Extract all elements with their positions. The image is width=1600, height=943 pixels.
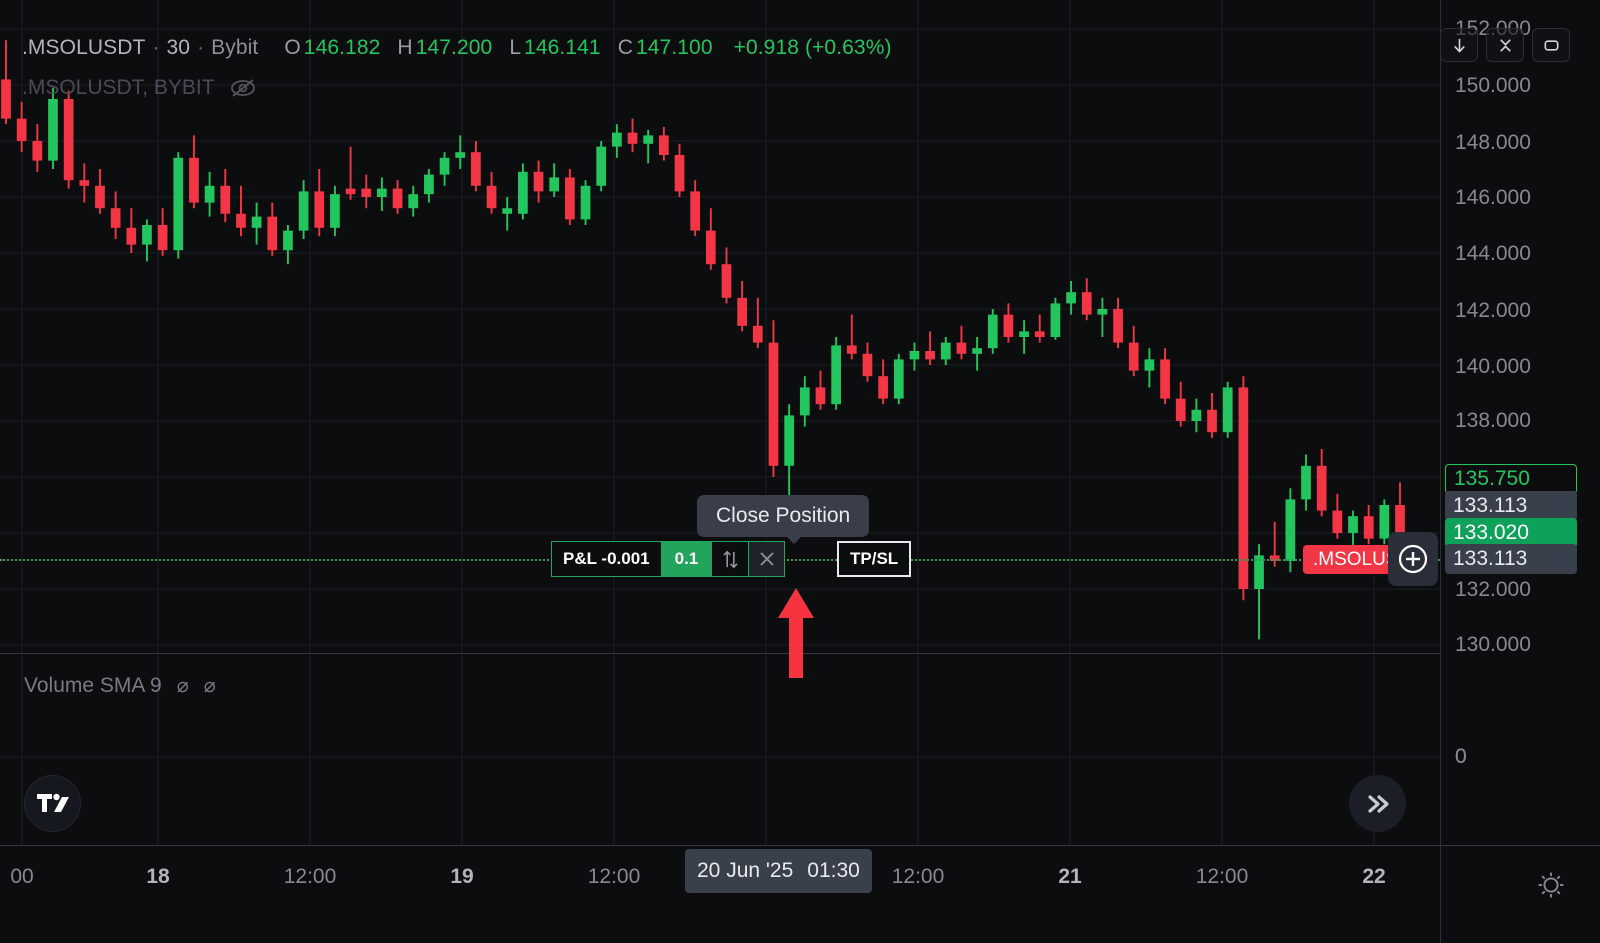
chart-pane[interactable] <box>0 0 1440 845</box>
position-pl-label[interactable]: P&L -0.001 <box>551 541 661 577</box>
download-arrow-icon[interactable] <box>1440 28 1478 62</box>
volume-study-title[interactable]: Volume SMA 9 <box>24 673 162 697</box>
candlestick-series <box>1 40 1405 640</box>
time-axis-tick: 12:00 <box>283 865 337 888</box>
tradingview-logo[interactable] <box>24 775 81 832</box>
crosshair-date: 20 Jun '25 <box>697 859 794 882</box>
volume-value-2: ⌀ <box>203 675 216 697</box>
price-axis-tick: 132.000 <box>1455 578 1531 601</box>
collapse-icon[interactable] <box>1486 28 1524 62</box>
price-axis-tick: 146.000 <box>1455 186 1531 209</box>
time-axis-tick: 12:00 <box>891 865 945 888</box>
volume-value-1: ⌀ <box>176 675 189 697</box>
time-axis-crosshair-label: 20 Jun '25 01:30 <box>685 849 872 893</box>
price-axis-tick: 140.000 <box>1455 355 1531 378</box>
add-order-plus-button[interactable] <box>1388 532 1438 586</box>
position-quantity[interactable]: 0.1 <box>660 541 712 577</box>
time-axis[interactable]: 20 Jun '25 01:30 00 18 12:00 19 12:00 12:00 21… <box>0 845 1600 943</box>
price-badge-position[interactable]: 133.113 <box>1445 544 1577 574</box>
price-axis-tick: 138.000 <box>1455 409 1531 432</box>
gear-icon[interactable] <box>1536 870 1566 905</box>
time-axis-tick: 12:00 <box>1195 865 1249 888</box>
chart-top-toolbar <box>1440 28 1570 62</box>
price-axis[interactable]: 152.000150.000148.000146.000144.000142.0… <box>1440 0 1600 845</box>
tpsl-button[interactable]: TP/SL <box>837 541 912 577</box>
price-axis-tick: 144.000 <box>1455 242 1531 265</box>
price-axis-tick: 130.000 <box>1455 633 1531 656</box>
crosshair-time: 01:30 <box>807 859 860 882</box>
price-axis-tick: 142.000 <box>1455 299 1531 322</box>
volume-axis-zero: 0 <box>1455 745 1467 768</box>
price-axis-tick: 0 <box>1455 745 1467 768</box>
close-position-button[interactable] <box>748 541 786 577</box>
axis-corner <box>1440 845 1600 943</box>
time-axis-tick: 12:00 <box>587 865 641 888</box>
time-axis-tick: 19 <box>450 865 474 888</box>
price-axis-tick: 150.000 <box>1455 74 1531 97</box>
time-axis-tick: 18 <box>146 865 170 888</box>
price-badge-last[interactable]: 133.020 <box>1445 518 1577 548</box>
time-axis-tick: 22 <box>1362 865 1386 888</box>
double-chevron-right-icon[interactable] <box>1349 775 1406 832</box>
volume-study-legend: Volume SMA 9 ⌀ ⌀ <box>24 673 216 698</box>
pane-separator[interactable] <box>0 653 1440 654</box>
fullscreen-icon[interactable] <box>1532 28 1570 62</box>
price-badge-bid[interactable]: 133.113 <box>1445 491 1577 521</box>
time-axis-tick: 00 <box>10 865 34 888</box>
close-position-tooltip: Close Position <box>697 495 870 544</box>
price-badge-high[interactable]: 135.750 <box>1445 464 1577 494</box>
reverse-arrows-icon[interactable] <box>711 541 749 577</box>
position-control-widget: P&L -0.001 0.1 <box>551 541 786 577</box>
price-axis-tick: 148.000 <box>1455 131 1531 154</box>
time-axis-tick: 21 <box>1058 865 1082 888</box>
